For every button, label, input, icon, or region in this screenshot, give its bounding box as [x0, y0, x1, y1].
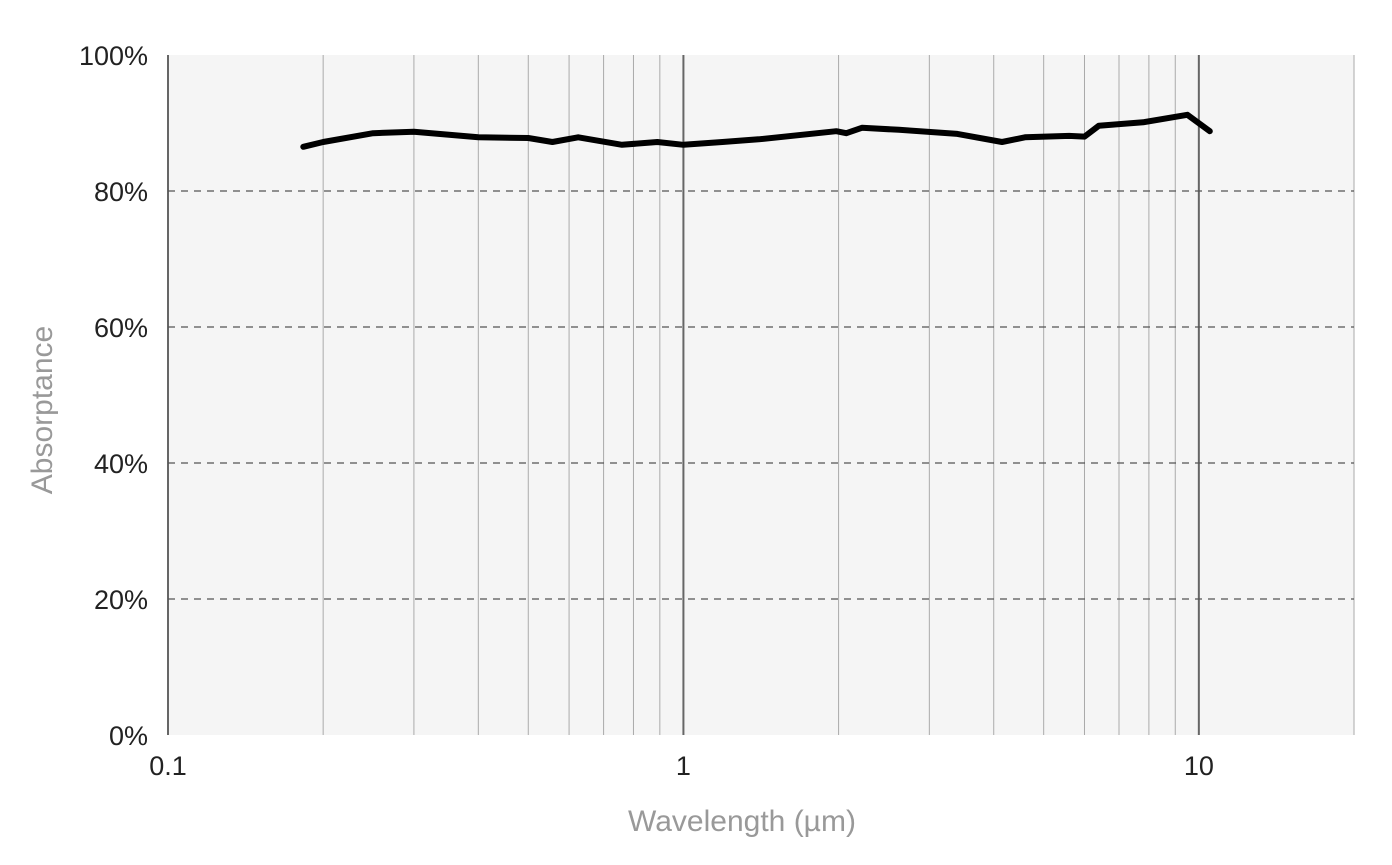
x-tick-labels: 0.1 1 10 — [149, 751, 1214, 781]
series-line — [300, 111, 1213, 150]
y-tick-labels: 0% 20% 40% 60% 80% 100% — [79, 41, 148, 751]
y-axis-label: Absorptance — [26, 326, 59, 494]
x-tick-label: 0.1 — [149, 751, 187, 781]
x-tick-label: 10 — [1184, 751, 1214, 781]
x-tick-label: 1 — [676, 751, 691, 781]
y-tick-label: 0% — [109, 721, 148, 751]
plot-area — [168, 55, 1354, 735]
vertical-gridlines — [167, 55, 1355, 735]
y-tick-label: 40% — [94, 449, 148, 479]
horizontal-gridlines — [168, 190, 1354, 600]
y-tick-label: 60% — [94, 313, 148, 343]
y-tick-label: 20% — [94, 585, 148, 615]
y-tick-label: 100% — [79, 41, 148, 71]
x-axis-label: Wavelength (µm) — [628, 805, 856, 838]
y-tick-label: 80% — [94, 177, 148, 207]
